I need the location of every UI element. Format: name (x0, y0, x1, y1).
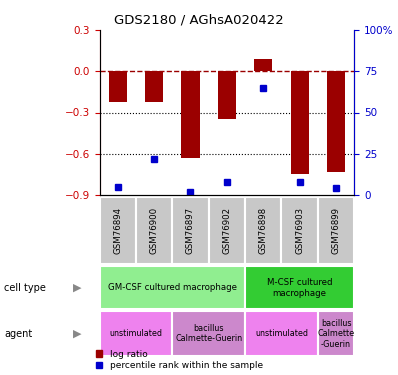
Text: bacillus
Calmette
-Guerin: bacillus Calmette -Guerin (318, 319, 355, 349)
Bar (318, 197, 354, 264)
Text: GSM76897: GSM76897 (186, 207, 195, 254)
Bar (136, 197, 172, 264)
Text: unstimulated: unstimulated (255, 329, 308, 338)
Bar (109, 71, 127, 102)
Bar (245, 197, 281, 264)
Text: cell type: cell type (4, 283, 46, 293)
Text: GSM76898: GSM76898 (259, 207, 268, 254)
Text: M-CSF cultured
macrophage: M-CSF cultured macrophage (267, 278, 332, 297)
Bar (254, 59, 272, 71)
Bar (327, 71, 345, 172)
Bar (145, 71, 163, 102)
Text: GM-CSF cultured macrophage: GM-CSF cultured macrophage (108, 284, 237, 292)
Bar (245, 266, 354, 309)
Text: GDS2180 / AGhsA020422: GDS2180 / AGhsA020422 (114, 13, 284, 26)
Bar (245, 311, 318, 356)
Bar (172, 197, 209, 264)
Bar (181, 71, 199, 158)
Text: GSM76903: GSM76903 (295, 207, 304, 254)
Text: ▶: ▶ (73, 283, 82, 293)
Bar (291, 71, 309, 174)
Text: bacillus
Calmette-Guerin: bacillus Calmette-Guerin (175, 324, 242, 344)
Text: GSM76899: GSM76899 (332, 207, 341, 254)
Legend: log ratio, percentile rank within the sample: log ratio, percentile rank within the sa… (96, 350, 263, 370)
Text: GSM76902: GSM76902 (222, 207, 231, 254)
Text: GSM76894: GSM76894 (113, 207, 122, 254)
Bar (218, 71, 236, 119)
Bar (318, 311, 354, 356)
Bar (100, 197, 136, 264)
Bar (209, 197, 245, 264)
Bar (100, 266, 245, 309)
Text: GSM76900: GSM76900 (150, 207, 158, 254)
Bar (100, 311, 172, 356)
Text: ▶: ▶ (73, 329, 82, 339)
Bar (172, 311, 245, 356)
Text: unstimulated: unstimulated (109, 329, 162, 338)
Bar (281, 197, 318, 264)
Text: agent: agent (4, 329, 32, 339)
